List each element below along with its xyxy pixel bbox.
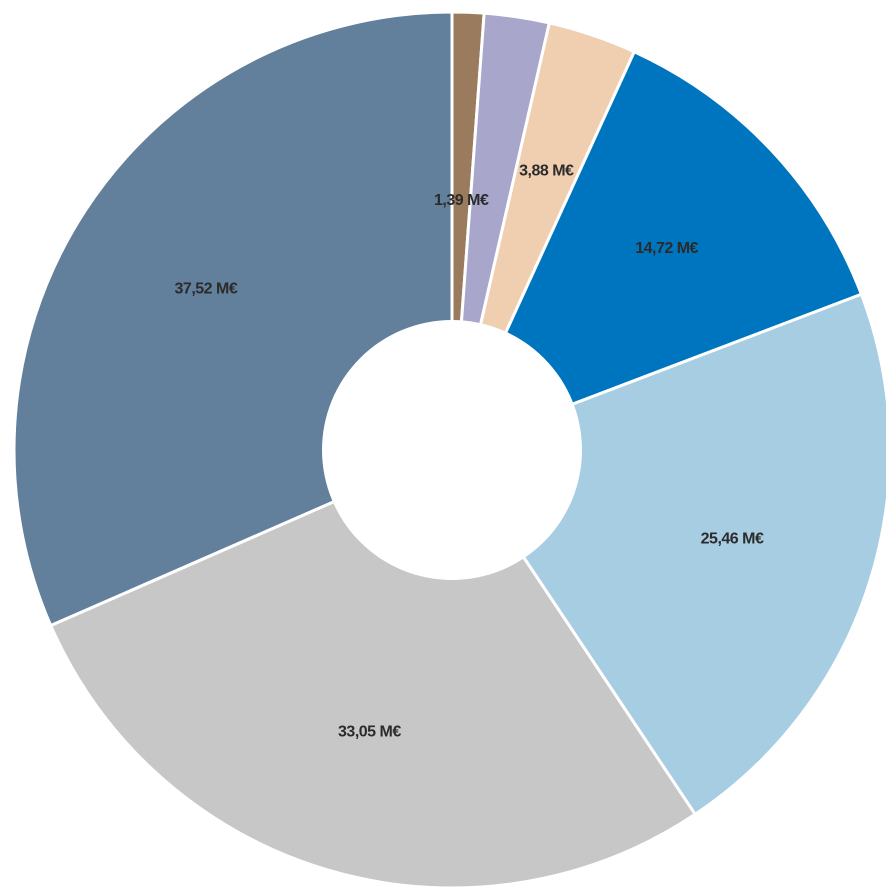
slice-label-0: 1,39 M€ — [434, 192, 489, 209]
slice-label-3: 14,72 M€ — [635, 240, 698, 257]
donut-slice-3 — [449, 49, 864, 453]
donut-hole — [322, 320, 582, 580]
slice-label-5: 33,05 M€ — [338, 723, 401, 740]
donut-slice-5 — [48, 448, 698, 888]
slice-label-4: 25,46 M€ — [701, 531, 764, 548]
slice-label-6: 37,52 M€ — [175, 280, 238, 297]
labels-layer: 1,39 M€ 3,88 M€ 14,72 M€ 25,46 M€ 33,05 M€ 37… — [175, 163, 765, 741]
slice-label-2: 3,88 M€ — [519, 163, 574, 180]
